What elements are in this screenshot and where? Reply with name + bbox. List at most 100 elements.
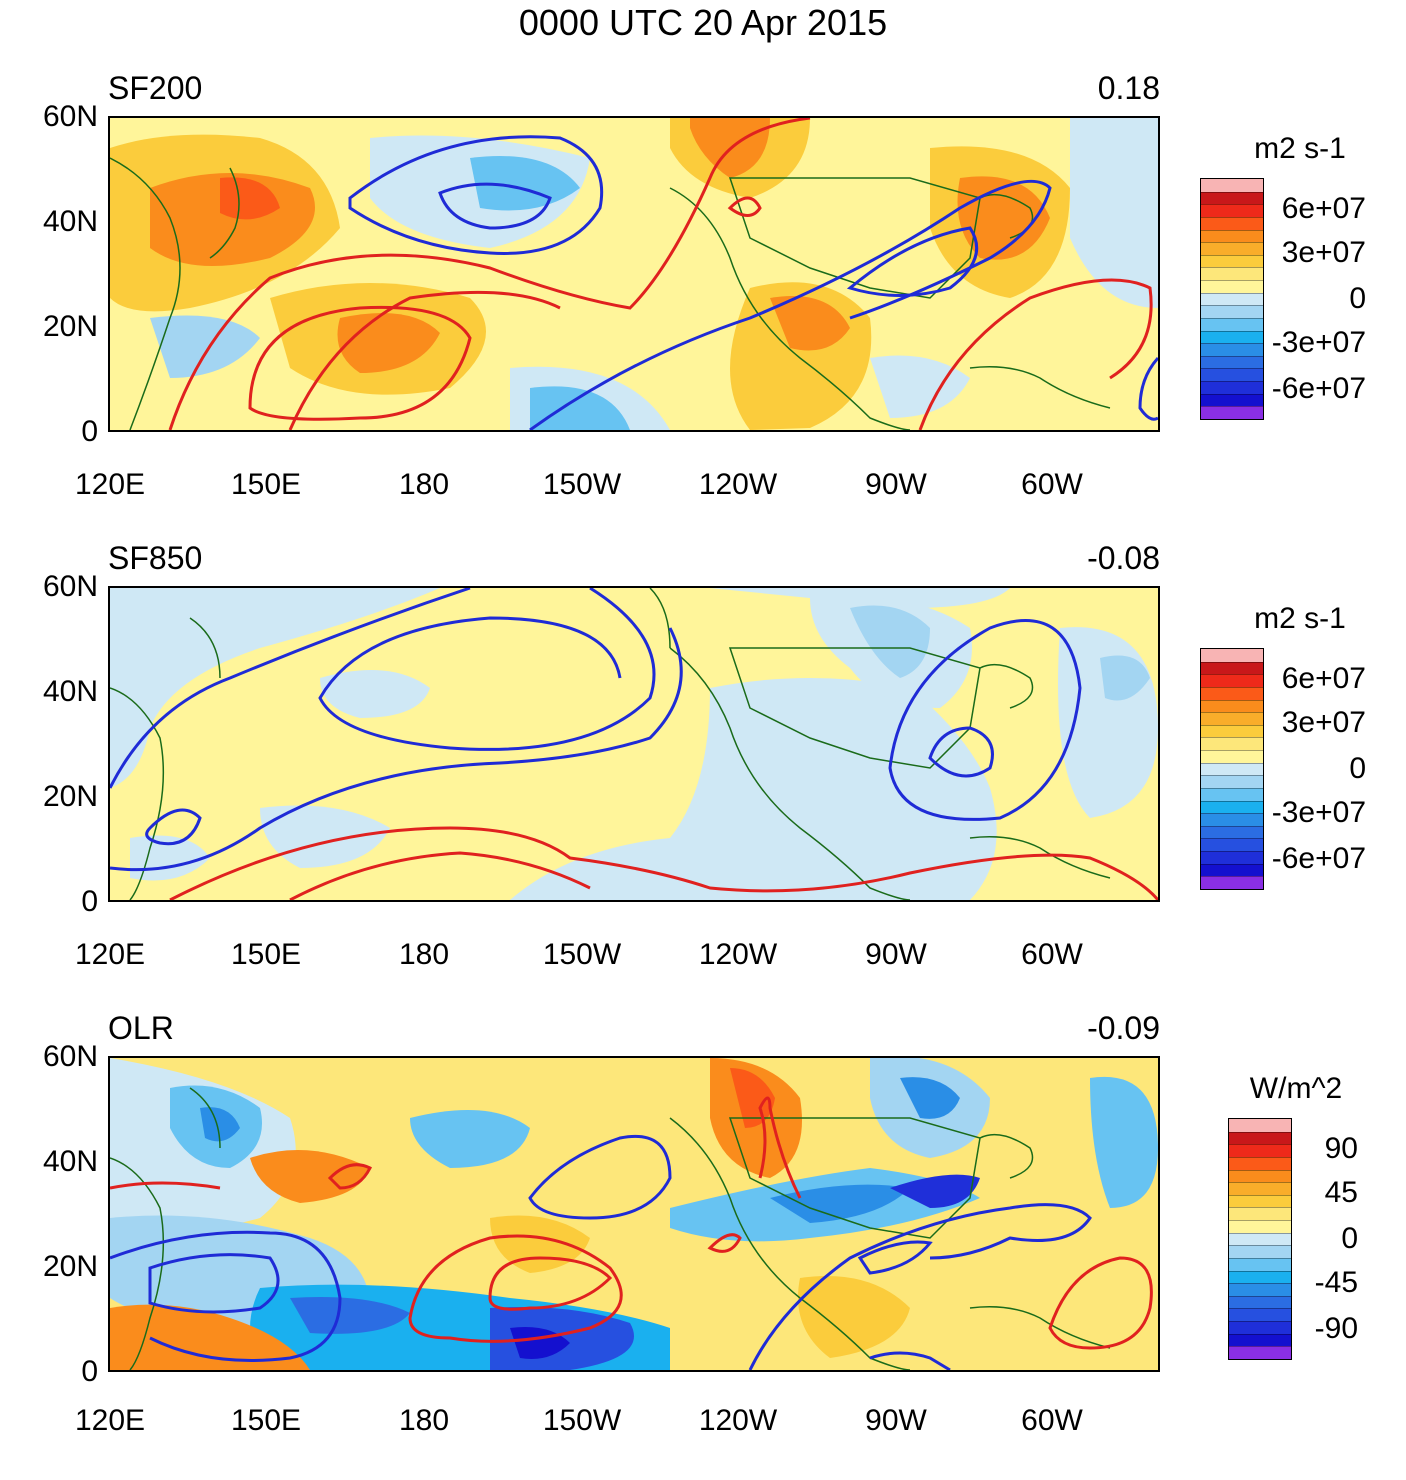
colorbar-swatch bbox=[1229, 1283, 1291, 1296]
colorbar-swatch bbox=[1229, 1194, 1291, 1208]
colorbar-swatch bbox=[1201, 191, 1263, 205]
colorbar-swatch bbox=[1201, 267, 1263, 280]
colorbar-label-m6e7: -6e+07 bbox=[1271, 372, 1366, 405]
colorbar-label-m6e7: -6e+07 bbox=[1271, 842, 1366, 875]
y-tick-60n: 60N bbox=[42, 1040, 98, 1073]
colorbar-label-3e7: 3e+07 bbox=[1281, 236, 1366, 269]
colorbar-scale bbox=[1200, 178, 1264, 420]
colorbar-swatch bbox=[1201, 305, 1263, 318]
panel-sf850-correlation: -0.08 bbox=[1087, 540, 1160, 576]
x-tick-150e: 150E bbox=[230, 938, 302, 971]
colorbar-swatch bbox=[1229, 1257, 1291, 1271]
colorbar-swatch bbox=[1201, 699, 1263, 713]
x-tick-90w: 90W bbox=[865, 468, 927, 501]
colorbar-swatch bbox=[1229, 1295, 1291, 1309]
colorbar-swatch bbox=[1201, 179, 1263, 192]
colorbar-swatch bbox=[1201, 876, 1263, 889]
x-tick-120w: 120W bbox=[698, 1404, 778, 1437]
colorbar-swatch bbox=[1201, 204, 1263, 217]
colorbar-swatch bbox=[1201, 368, 1263, 381]
colorbar-swatch bbox=[1201, 674, 1263, 687]
x-tick-150w: 150W bbox=[542, 938, 622, 971]
panel-sf850: SF850 -0.08 bbox=[0, 540, 1406, 1010]
x-tick-120w: 120W bbox=[698, 468, 778, 501]
colorbar-label-m3e7: -3e+07 bbox=[1271, 326, 1366, 359]
x-tick-90w: 90W bbox=[865, 1404, 927, 1437]
x-tick-120w: 120W bbox=[698, 938, 778, 971]
colorbar-swatch bbox=[1229, 1333, 1291, 1347]
colorbar-swatch bbox=[1201, 787, 1263, 801]
x-tick-150e: 150E bbox=[230, 1404, 302, 1437]
x-tick-60w: 60W bbox=[1021, 468, 1083, 501]
colorbar-swatch bbox=[1229, 1346, 1291, 1359]
x-tick-180: 180 bbox=[398, 468, 450, 501]
colorbar-swatch bbox=[1201, 280, 1263, 293]
colorbar-swatch bbox=[1201, 649, 1263, 662]
colorbar-swatch bbox=[1201, 355, 1263, 369]
colorbar-swatch bbox=[1201, 330, 1263, 344]
colorbar-swatch bbox=[1201, 393, 1263, 407]
colorbar-swatch bbox=[1201, 851, 1263, 864]
y-tick-60n: 60N bbox=[42, 570, 98, 603]
colorbar-swatch bbox=[1201, 712, 1263, 725]
colorbar-label-6e7: 6e+07 bbox=[1281, 662, 1366, 695]
x-tick-150w: 150W bbox=[542, 468, 622, 501]
colorbar-swatch bbox=[1229, 1232, 1291, 1246]
x-tick-180: 180 bbox=[398, 938, 450, 971]
panel-sf850-title: SF850 bbox=[108, 540, 203, 576]
panel-sf200-title: SF200 bbox=[108, 70, 203, 106]
panel-sf200: SF200 0.18 bbox=[0, 70, 1406, 540]
colorbar-swatch bbox=[1201, 292, 1263, 306]
colorbar-swatch bbox=[1201, 381, 1263, 394]
colorbar-label-m45: -45 bbox=[1314, 1266, 1358, 1299]
y-tick-0: 0 bbox=[81, 885, 98, 918]
panel-sf850-map bbox=[108, 586, 1160, 902]
colorbar-swatch bbox=[1229, 1131, 1291, 1145]
figure-title: 0000 UTC 20 Apr 2015 bbox=[518, 2, 888, 43]
colorbar-swatch bbox=[1201, 661, 1263, 675]
colorbar-swatch bbox=[1201, 724, 1263, 738]
colorbar-swatch bbox=[1229, 1119, 1291, 1132]
panel-olr-map bbox=[108, 1056, 1160, 1372]
colorbar-swatch bbox=[1201, 254, 1263, 268]
y-tick-40n: 40N bbox=[42, 675, 98, 708]
colorbar-swatch bbox=[1229, 1207, 1291, 1220]
y-tick-20n: 20N bbox=[42, 310, 98, 343]
y-tick-0: 0 bbox=[81, 415, 98, 448]
colorbar-swatch bbox=[1201, 750, 1263, 763]
y-tick-20n: 20N bbox=[42, 1250, 98, 1283]
y-tick-40n: 40N bbox=[42, 205, 98, 238]
colorbar-swatch bbox=[1201, 343, 1263, 356]
colorbar-unit: m2 s-1 bbox=[1254, 132, 1346, 165]
panel-olr: OLR -0.09 bbox=[0, 1010, 1406, 1480]
colorbar-swatch bbox=[1201, 686, 1263, 700]
y-tick-40n: 40N bbox=[42, 1145, 98, 1178]
colorbar-swatch bbox=[1201, 762, 1263, 776]
colorbar-swatch bbox=[1229, 1270, 1291, 1284]
panel-sf200-correlation: 0.18 bbox=[1097, 70, 1160, 106]
colorbar-swatch bbox=[1201, 813, 1263, 826]
x-tick-150e: 150E bbox=[230, 468, 302, 501]
colorbar-label-45: 45 bbox=[1324, 1176, 1358, 1209]
colorbar-swatch bbox=[1201, 229, 1263, 243]
y-tick-0: 0 bbox=[81, 1355, 98, 1388]
colorbar-label-0: 0 bbox=[1341, 1222, 1358, 1255]
colorbar-swatch bbox=[1201, 242, 1263, 255]
colorbar-swatch bbox=[1201, 825, 1263, 839]
colorbar-label-m3e7: -3e+07 bbox=[1271, 796, 1366, 829]
colorbar-label-3e7: 3e+07 bbox=[1281, 706, 1366, 739]
x-tick-60w: 60W bbox=[1021, 1404, 1083, 1437]
y-tick-60n: 60N bbox=[42, 100, 98, 133]
colorbar-label-0: 0 bbox=[1349, 752, 1366, 785]
x-tick-90w: 90W bbox=[865, 938, 927, 971]
colorbar-swatch bbox=[1201, 775, 1263, 788]
colorbar-swatch bbox=[1229, 1156, 1291, 1170]
colorbar-label-0: 0 bbox=[1349, 282, 1366, 315]
colorbar-swatch bbox=[1229, 1144, 1291, 1157]
colorbar-swatch bbox=[1229, 1182, 1291, 1195]
colorbar-swatch bbox=[1201, 737, 1263, 750]
colorbar-label-m90: -90 bbox=[1314, 1312, 1358, 1345]
colorbar-swatch bbox=[1201, 216, 1263, 230]
colorbar-swatch bbox=[1229, 1245, 1291, 1258]
panel-olr-correlation: -0.09 bbox=[1087, 1010, 1160, 1046]
